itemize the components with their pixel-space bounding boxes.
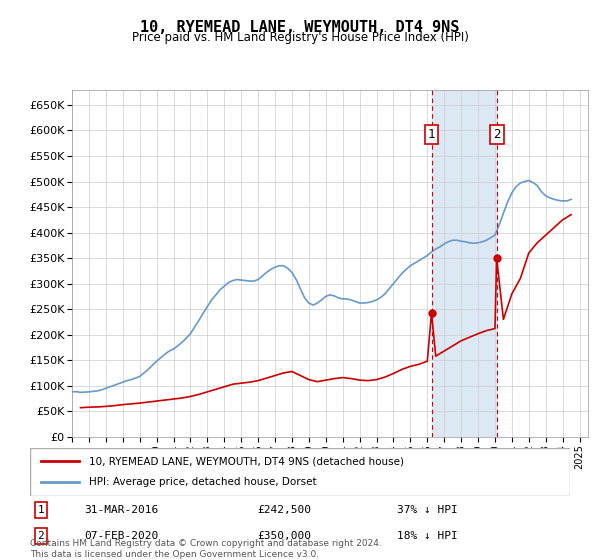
Text: HPI: Average price, detached house, Dorset: HPI: Average price, detached house, Dors… [89, 477, 317, 487]
Text: 10, RYEMEAD LANE, WEYMOUTH, DT4 9NS: 10, RYEMEAD LANE, WEYMOUTH, DT4 9NS [140, 20, 460, 35]
Bar [431, 90, 497, 437]
Text: 18% ↓ HPI: 18% ↓ HPI [397, 531, 458, 541]
Text: 2: 2 [37, 531, 44, 541]
Text: 31-MAR-2016: 31-MAR-2016 [84, 505, 158, 515]
Text: 07-FEB-2020: 07-FEB-2020 [84, 531, 158, 541]
Text: Contains HM Land Registry data © Crown copyright and database right 2024.
This d: Contains HM Land Registry data © Crown c… [30, 539, 382, 559]
Text: 37% ↓ HPI: 37% ↓ HPI [397, 505, 458, 515]
Text: £242,500: £242,500 [257, 505, 311, 515]
FancyBboxPatch shape [30, 448, 570, 496]
Text: 1: 1 [37, 505, 44, 515]
Text: £350,000: £350,000 [257, 531, 311, 541]
Text: 1: 1 [428, 128, 435, 141]
Text: Price paid vs. HM Land Registry's House Price Index (HPI): Price paid vs. HM Land Registry's House … [131, 31, 469, 44]
Text: 2: 2 [493, 128, 500, 141]
Text: 10, RYEMEAD LANE, WEYMOUTH, DT4 9NS (detached house): 10, RYEMEAD LANE, WEYMOUTH, DT4 9NS (det… [89, 456, 404, 466]
